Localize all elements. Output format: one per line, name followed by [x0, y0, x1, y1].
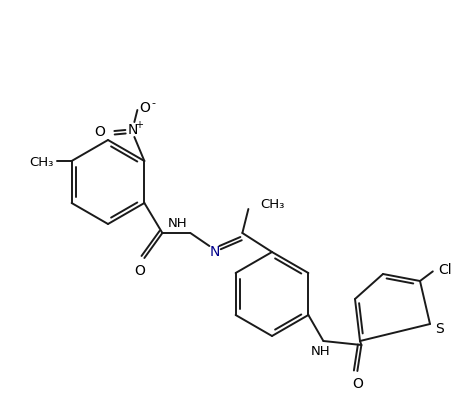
- Text: CH₃: CH₃: [30, 156, 54, 169]
- Text: O: O: [94, 125, 105, 139]
- Text: O: O: [134, 263, 145, 277]
- Text: -: -: [151, 98, 155, 108]
- Text: O: O: [139, 101, 150, 115]
- Text: +: +: [136, 120, 143, 130]
- Text: NH: NH: [167, 217, 187, 230]
- Text: N: N: [127, 123, 137, 137]
- Text: NH: NH: [311, 344, 330, 358]
- Text: Cl: Cl: [438, 263, 452, 277]
- Text: O: O: [352, 376, 363, 390]
- Text: N: N: [209, 244, 219, 258]
- Text: S: S: [436, 321, 444, 335]
- Text: CH₃: CH₃: [260, 198, 285, 211]
